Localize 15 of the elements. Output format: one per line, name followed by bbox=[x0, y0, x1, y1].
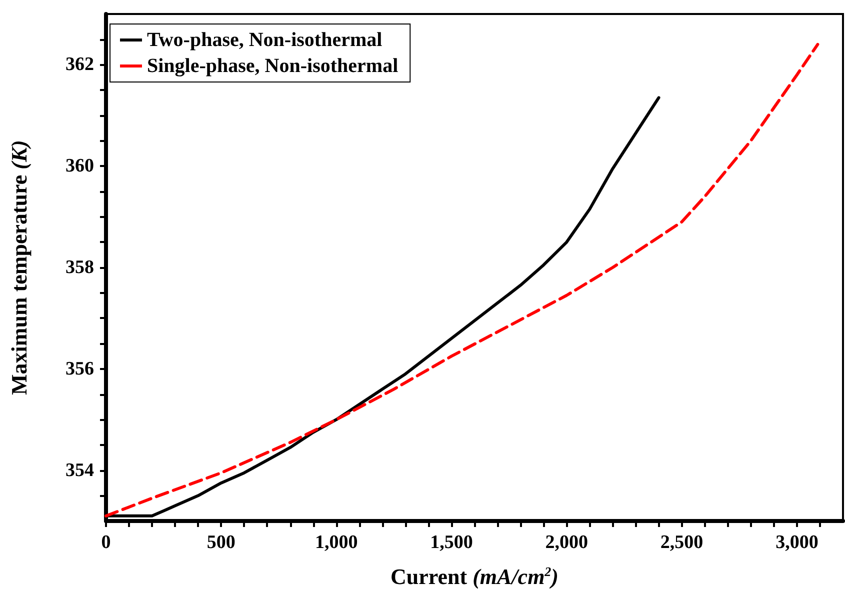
y-tick-label: 362 bbox=[66, 54, 94, 76]
x-tick-label: 2,000 bbox=[545, 532, 588, 553]
x-tick-label: 1,000 bbox=[314, 532, 358, 553]
x-tick-label: 3,000 bbox=[776, 532, 818, 553]
x-tick-label: 500 bbox=[206, 532, 236, 553]
y-tick-label: 358 bbox=[66, 257, 94, 278]
legend-label: Two-phase, Non-isothermal bbox=[147, 29, 383, 51]
legend-label: Single-phase, Non-isothermal bbox=[147, 55, 399, 77]
x-tick-label: 1,500 bbox=[430, 532, 473, 553]
x-tick-label: 0 bbox=[101, 532, 111, 553]
y-axis-title: Maximum temperature (K) bbox=[6, 140, 32, 395]
y-tick-label: 360 bbox=[66, 156, 94, 177]
y-tick-label: 354 bbox=[66, 460, 94, 481]
y-tick-label: 356 bbox=[66, 358, 94, 380]
x-tick-label: 2,500 bbox=[660, 532, 704, 553]
